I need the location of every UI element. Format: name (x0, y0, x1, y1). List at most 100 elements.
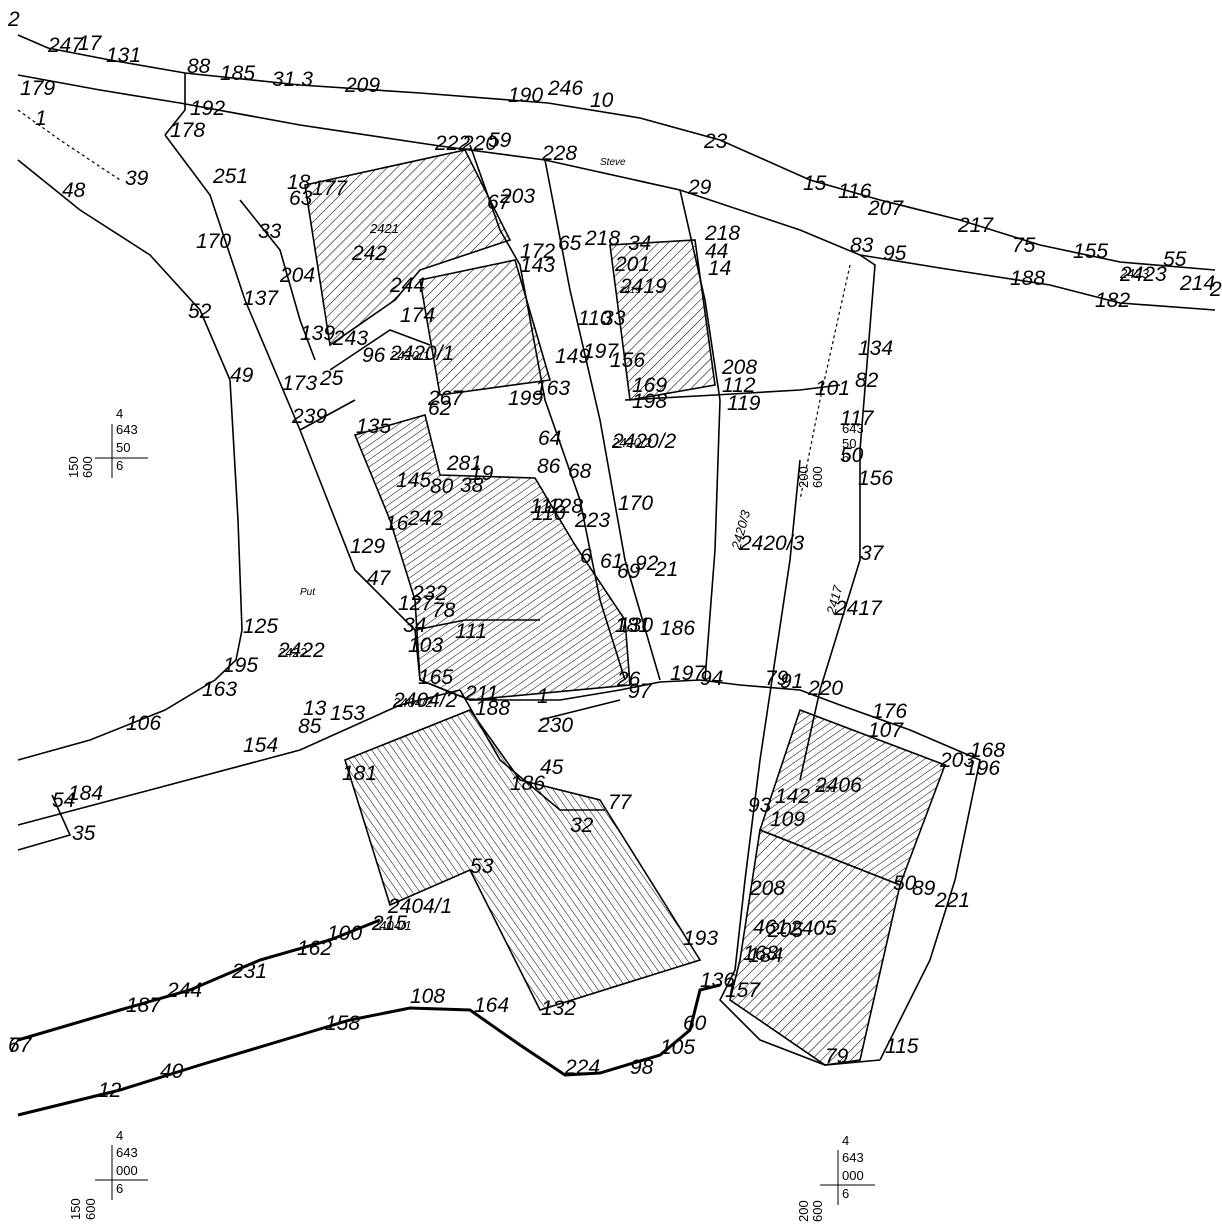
survey-point-label: 97 (628, 680, 653, 703)
survey-point-label: 218 (584, 227, 620, 250)
survey-point-label: 68 (568, 460, 592, 483)
survey-point-label: 25 (319, 367, 344, 390)
survey-point-label: 64 (538, 427, 561, 450)
survey-point-label: 110 (532, 502, 566, 525)
survey-point-label: 95 (883, 242, 907, 265)
survey-point-label: 108 (410, 985, 445, 1008)
survey-point-label: 2420/2 (611, 430, 677, 453)
parcel-label: 2420/2 (611, 435, 653, 450)
survey-point-label: 251 (212, 165, 248, 188)
survey-point-label: 196 (965, 757, 1000, 780)
survey-point-label: 127 (398, 592, 434, 615)
survey-point-label: 23 (1209, 278, 1222, 301)
survey-point-label: 139 (300, 322, 335, 345)
survey-point-label: 88 (187, 55, 211, 78)
survey-point-label: 174 (400, 304, 435, 327)
survey-point-label: 228 (541, 142, 577, 165)
survey-point-label: 215 (371, 912, 407, 935)
survey-point-label: 91 (780, 670, 803, 693)
survey-point-label: 6 (580, 545, 592, 568)
survey-point-label: 220 (461, 132, 497, 155)
survey-point-label: 49 (230, 364, 254, 387)
parcel-label: 2404/2 (392, 695, 434, 710)
survey-point-label: 162 (297, 937, 332, 960)
svg-text:600: 600 (80, 456, 95, 478)
survey-point-label: 130 (618, 614, 653, 637)
survey-point-label: 47 (367, 567, 392, 590)
survey-point-label: 207 (867, 197, 904, 220)
survey-point-label: 222 (434, 132, 470, 155)
survey-point-label: 163 (202, 678, 237, 701)
parcel-label: 2406 (814, 784, 835, 794)
survey-point-label: 164 (474, 994, 509, 1017)
survey-point-label: 188 (475, 697, 510, 720)
survey-point-label: 182 (1095, 289, 1130, 312)
survey-point-label: 172 (520, 240, 555, 263)
road-name-label: Steve (600, 157, 626, 168)
survey-point-label: 204 (279, 264, 315, 287)
survey-point-label: 208 (749, 877, 785, 900)
survey-point-label: 111 (455, 620, 487, 643)
survey-point-label: 169 (632, 374, 667, 397)
survey-point-label: 214 (1179, 272, 1215, 295)
svg-text:150: 150 (66, 456, 81, 478)
survey-point-label: 181 (342, 762, 377, 785)
survey-point-label: 44 (705, 240, 728, 263)
survey-point-label: 203 (939, 749, 975, 772)
survey-point-label: 168 (970, 739, 1005, 762)
survey-point-label: 186 (660, 617, 695, 640)
survey-point-label: 19 (470, 462, 494, 485)
survey-point-label: 184 (68, 782, 103, 805)
survey-point-label: 29 (687, 176, 712, 199)
survey-point-label: 18 (287, 171, 311, 194)
grid-ref-2: 643 50 6 600 200 (796, 421, 864, 488)
survey-point-label: 208 (721, 356, 757, 379)
survey-point-label: 136 (700, 969, 735, 992)
survey-point-label: 184 (748, 944, 783, 967)
buildings (304, 149, 947, 1066)
svg-text:4: 4 (116, 1128, 123, 1143)
svg-text:600: 600 (83, 1198, 98, 1220)
survey-point-label: 34 (403, 614, 426, 637)
survey-point-label: 244 (166, 979, 202, 1002)
survey-point-label: 134 (858, 337, 893, 360)
building-2404-1 (344, 709, 702, 1011)
survey-point-label: 67 (8, 1034, 33, 1057)
svg-text:6: 6 (116, 458, 123, 473)
svg-text:000: 000 (116, 1163, 138, 1178)
survey-point-label: 220 (807, 677, 843, 700)
survey-point-label: 53 (470, 855, 494, 878)
survey-point-label: 103 (408, 634, 443, 657)
survey-point-label: 244 (389, 274, 425, 297)
survey-point-label: 211 (464, 682, 498, 705)
survey-point-label: 16 (385, 512, 409, 535)
survey-point-label: 203 (499, 185, 535, 208)
survey-point-label: 142 (775, 785, 810, 808)
survey-point-label: 239 (291, 405, 327, 428)
grid-ref-3: 4 643 000 6 600 150 (68, 1128, 148, 1220)
survey-point-label: 110 (578, 307, 612, 330)
survey-point-label: 106 (126, 712, 161, 735)
survey-point-label: 100 (327, 922, 362, 945)
survey-point-label: 98 (630, 1056, 654, 1079)
building-2420-1-north (419, 259, 552, 396)
survey-point-label: 2422 (277, 639, 325, 662)
survey-point-label: 155 (1073, 240, 1108, 263)
survey-point-label: 232 (411, 582, 447, 605)
survey-point-label: 2419 (619, 275, 667, 298)
svg-text:200: 200 (796, 1200, 811, 1222)
svg-text:50: 50 (116, 440, 130, 455)
svg-text:4: 4 (842, 1133, 849, 1148)
survey-point-label: 17 (78, 32, 103, 55)
survey-point-label: 13 (303, 697, 327, 720)
survey-point-label: 197 (670, 662, 706, 685)
survey-point-label: 85 (298, 715, 322, 738)
survey-point-label: 54 (52, 789, 75, 812)
survey-point-label: 2404/2 (392, 689, 458, 712)
survey-point-label: 218 (704, 222, 740, 245)
survey-point-label: 78 (432, 599, 456, 622)
well-label: Put (300, 587, 316, 598)
building-2419 (609, 239, 716, 401)
survey-point-label: 190 (508, 84, 543, 107)
